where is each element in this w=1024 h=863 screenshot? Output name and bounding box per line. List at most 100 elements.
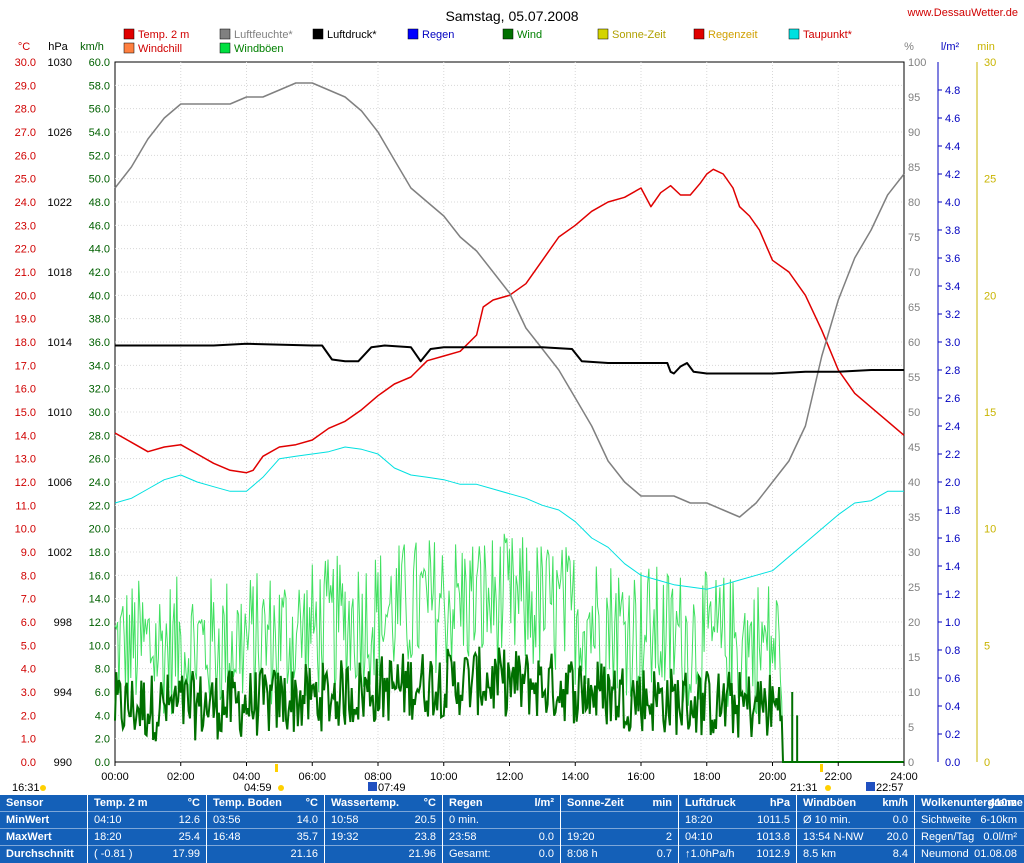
- humidity-tick-label: 35: [908, 512, 920, 524]
- stats-value: 1012.9: [756, 848, 790, 860]
- stats-value: 21.96: [408, 848, 436, 860]
- legend-label: Taupunkt*: [803, 29, 853, 41]
- wind-tick-label: 54.0: [89, 127, 110, 139]
- rain-tick-label: 4.2: [945, 169, 960, 181]
- legend-label: Sonne-Zeit: [612, 29, 666, 41]
- rain-tick-label: 1.4: [945, 561, 960, 573]
- wind-tick-label: 4.0: [95, 710, 110, 722]
- x-tick-label: 20:00: [759, 771, 787, 783]
- humidity-tick-label: 30: [908, 547, 920, 559]
- wind-tick-label: 10.0: [89, 640, 110, 652]
- legend-label: Windchill: [138, 43, 182, 55]
- wind-tick-label: 24.0: [89, 477, 110, 489]
- stats-header: Regen: [449, 797, 483, 809]
- humidity-tick-label: 25: [908, 582, 920, 594]
- wind-tick-label: 60.0: [89, 57, 110, 69]
- wind-tick-label: 52.0: [89, 150, 110, 162]
- temp-tick-label: 17.0: [15, 360, 36, 372]
- temp-tick-label: 12.0: [15, 477, 36, 489]
- humidity-tick-label: 10: [908, 687, 920, 699]
- humidity-tick-label: 90: [908, 127, 920, 139]
- temp-tick-label: 19.0: [15, 314, 36, 326]
- axis-unit-label: km/h: [80, 41, 104, 53]
- axis-unit-label: hPa: [48, 41, 68, 53]
- humidity-tick-label: 100: [908, 57, 926, 69]
- wind-tick-label: 34.0: [89, 360, 110, 372]
- stats-header: Windböen: [803, 797, 857, 809]
- rain-tick-label: 4.6: [945, 113, 960, 125]
- plot-area: [114, 61, 905, 763]
- wind-tick-label: 48.0: [89, 197, 110, 209]
- stats-column: Sonne-Zeit min 19:20 2 8:08 h 0.7: [561, 795, 679, 863]
- wind-tick-label: 36.0: [89, 337, 110, 349]
- sun-tick-label: 5: [984, 640, 990, 652]
- temp-tick-label: 26.0: [15, 150, 36, 162]
- legend-swatch: [693, 28, 705, 40]
- legend-swatch: [219, 42, 231, 54]
- wind-tick-label: 2.0: [95, 734, 110, 746]
- humidity-tick-label: 80: [908, 197, 920, 209]
- pressure-tick-label: 1030: [48, 57, 72, 69]
- stats-header: Wassertemp.: [331, 797, 400, 809]
- x-tick-label: 06:00: [298, 771, 326, 783]
- humidity-tick-label: 50: [908, 407, 920, 419]
- temp-tick-label: 5.0: [21, 640, 36, 652]
- sun-icon: [825, 785, 831, 791]
- temp-tick-label: 7.0: [21, 594, 36, 606]
- rain-tick-label: 3.4: [945, 281, 960, 293]
- humidity-tick-label: 45: [908, 442, 920, 454]
- stats-column: Temp. 2 m °C 04:10 12.6 18:20 25.4 ( -0.81 ) 17…: [88, 795, 207, 863]
- wind-tick-label: 58.0: [89, 80, 110, 92]
- stats-time: 04:10: [685, 831, 713, 843]
- humidity-tick-label: 15: [908, 652, 920, 664]
- rain-tick-label: 4.4: [945, 141, 960, 153]
- x-tick-label: 18:00: [693, 771, 721, 783]
- rain-tick-label: 4.8: [945, 85, 960, 97]
- wind-tick-label: 16.0: [89, 570, 110, 582]
- x-tick-label: 16:00: [627, 771, 655, 783]
- series-line-luftfeuchte: [114, 82, 905, 518]
- pressure-tick-label: 1022: [48, 197, 72, 209]
- x-tick-label: 10:00: [430, 771, 458, 783]
- stats-column: Luftdruck hPa 18:20 1011.5 04:10 1013.8 ↑1.0hP…: [679, 795, 797, 863]
- temp-tick-label: 15.0: [15, 407, 36, 419]
- x-tick-label: 22:00: [824, 771, 852, 783]
- legend-swatch: [123, 42, 135, 54]
- wind-tick-label: 46.0: [89, 220, 110, 232]
- site-link[interactable]: www.DessauWetter.de: [907, 7, 1018, 19]
- sun-tick-label: 10: [984, 524, 996, 536]
- stats-unit: °C: [305, 797, 318, 809]
- stats-time: 03:56: [213, 814, 241, 826]
- stats-column: Wolkenuntergrenze 410m Sichtweite 6-10km Reg…: [915, 795, 1023, 863]
- rain-tick-label: 2.2: [945, 449, 960, 461]
- wind-tick-label: 40.0: [89, 290, 110, 302]
- wind-tick-label: 14.0: [89, 594, 110, 606]
- stats-header: Sonne-Zeit: [567, 797, 624, 809]
- rain-tick-label: 1.2: [945, 589, 960, 601]
- stats-unit: °C: [423, 797, 436, 809]
- temp-tick-label: 22.0: [15, 244, 36, 256]
- x-tick-label: 12:00: [496, 771, 524, 783]
- axis-unit-label: l/m²: [941, 41, 960, 53]
- wind-tick-label: 42.0: [89, 267, 110, 279]
- legend-swatch: [788, 28, 800, 40]
- x-tick-label: 08:00: [364, 771, 392, 783]
- stats-column: Wassertemp. °C 10:58 20.5 19:32 23.8 21.96: [325, 795, 443, 863]
- stats-value: 0.0: [892, 814, 908, 826]
- stats-row-label: MaxWert: [6, 831, 52, 843]
- temp-tick-label: 28.0: [15, 104, 36, 116]
- wind-tick-label: 30.0: [89, 407, 110, 419]
- wind-tick-label: 38.0: [89, 314, 110, 326]
- sun-icon: [278, 785, 284, 791]
- pressure-tick-label: 1002: [48, 547, 72, 559]
- stats-time: 16:48: [213, 831, 241, 843]
- rain-tick-label: 1.6: [945, 533, 960, 545]
- wind-tick-label: 0.0: [95, 757, 110, 769]
- stats-column: Regen l/m² 0 min. 23:58 0.0 Gesamt: 0.0: [443, 795, 561, 863]
- stats-value: 23.8: [414, 831, 436, 843]
- temp-tick-label: 23.0: [15, 220, 36, 232]
- chart-legend: Temp. 2 m Windchill Luftfeuchte* Windböen Lu…: [123, 28, 853, 55]
- legend-label: Wind: [517, 29, 542, 41]
- stats-value: 12.6: [178, 814, 200, 826]
- stats-unit: min: [652, 797, 672, 809]
